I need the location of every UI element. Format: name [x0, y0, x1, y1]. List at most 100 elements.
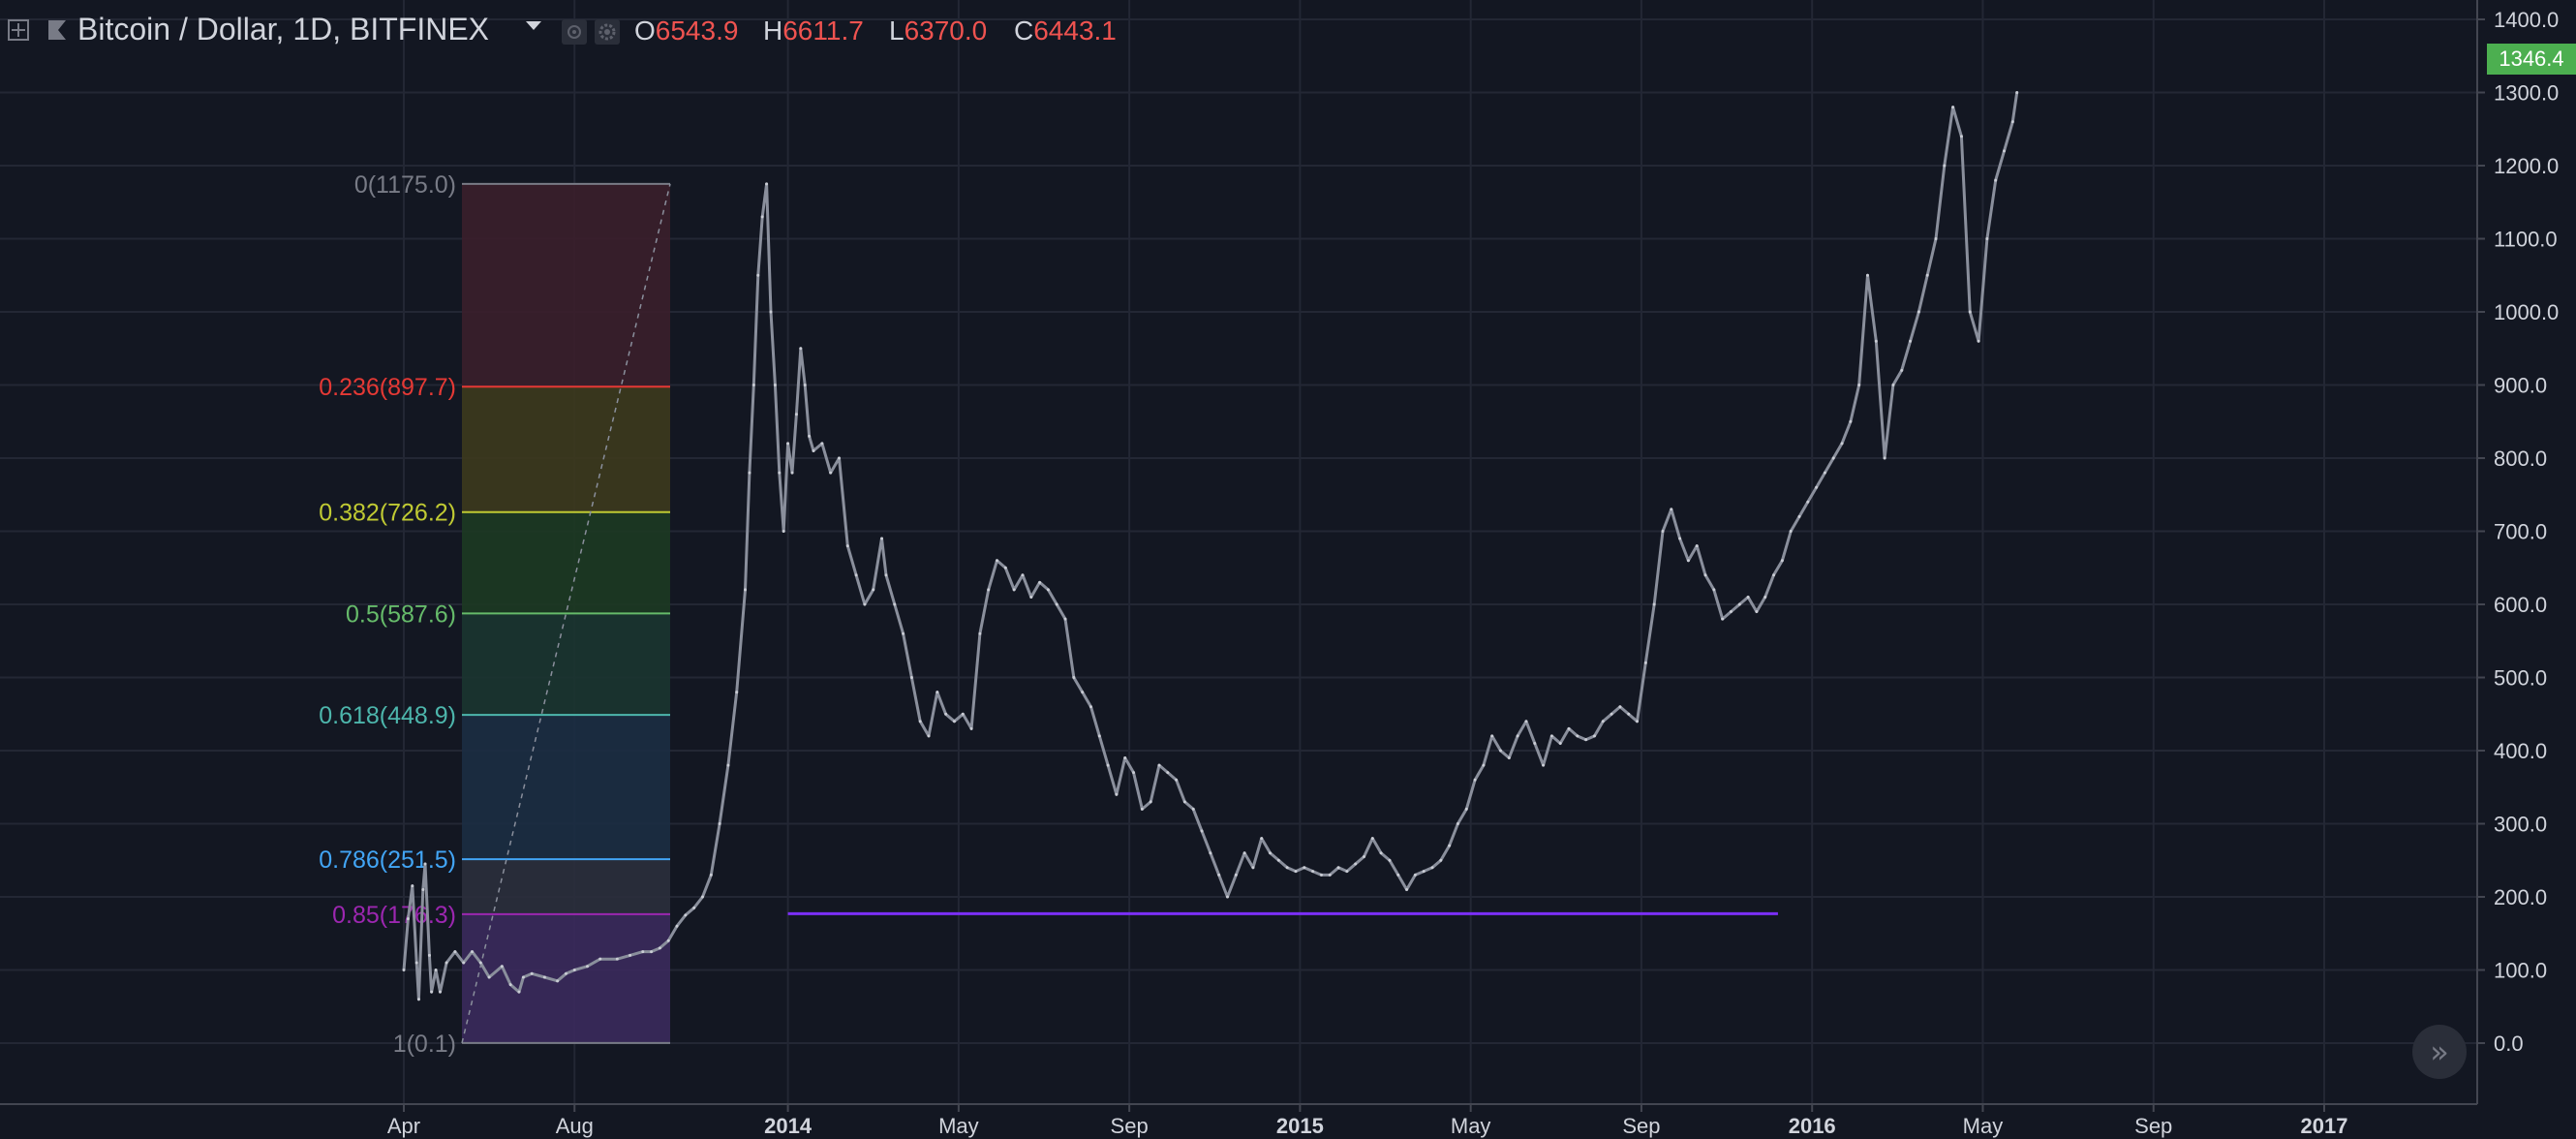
- price-point: [773, 384, 777, 386]
- last-price-tag: 1346.4: [2487, 44, 2576, 75]
- price-axis[interactable]: 1400.0 1300.0 1200.0 1100.0 1000.0 900.0 800.0…: [2476, 0, 2576, 1139]
- scroll-to-realtime-button[interactable]: »: [2412, 1025, 2467, 1079]
- symbol-title[interactable]: Bitcoin / Dollar, 1D, BITFINEX: [77, 12, 490, 46]
- price-point: [1968, 310, 1972, 314]
- price-point: [1055, 602, 1058, 606]
- price-point: [453, 950, 457, 954]
- price-point: [402, 969, 406, 971]
- price-tick-label: 700.0: [2494, 520, 2547, 544]
- price-point: [1242, 851, 1246, 855]
- price-point: [1636, 720, 1640, 723]
- price-point: [1943, 164, 1947, 168]
- price-point: [1430, 866, 1434, 870]
- price-point: [1695, 544, 1699, 548]
- price-point: [1737, 602, 1741, 606]
- price-point: [1840, 442, 1844, 446]
- price-point: [414, 961, 418, 965]
- price-point: [909, 676, 913, 679]
- price-point: [1959, 135, 1963, 139]
- time-tick-label: 2016: [1789, 1114, 1836, 1138]
- price-point: [1285, 866, 1289, 870]
- price-point: [760, 215, 764, 219]
- price-point: [1063, 617, 1067, 621]
- price-point: [1081, 691, 1085, 694]
- price-point: [1379, 851, 1383, 855]
- price-tick-label: 1100.0: [2494, 228, 2558, 252]
- price-point: [794, 413, 798, 416]
- price-point: [1115, 792, 1119, 796]
- flag-icon[interactable]: [45, 17, 70, 43]
- price-point: [1703, 573, 1707, 577]
- time-tick-label: Sep: [1111, 1114, 1149, 1138]
- price-point: [1857, 384, 1861, 386]
- price-point: [944, 712, 948, 716]
- price-tick-label: 1000.0: [2494, 300, 2559, 324]
- eye-icon[interactable]: [562, 19, 587, 45]
- price-point: [1106, 763, 1110, 767]
- price-point: [1678, 537, 1682, 540]
- price-point: [411, 884, 414, 888]
- price-point: [845, 544, 849, 548]
- price-point: [1558, 741, 1562, 745]
- time-tick-label: Aug: [556, 1114, 594, 1138]
- price-point: [1149, 800, 1152, 804]
- fib-zone: [462, 511, 670, 614]
- price-point: [1806, 500, 1810, 504]
- price-point: [2015, 91, 2019, 94]
- price-point: [1874, 339, 1878, 343]
- dropdown-caret-icon[interactable]: [526, 21, 541, 30]
- time-tick-label: 2017: [2301, 1114, 2348, 1138]
- price-point: [1729, 610, 1733, 614]
- price-point: [658, 946, 661, 950]
- price-point: [1977, 339, 1980, 343]
- fibonacci-retracement[interactable]: 0(1175.0) 0.236(897.7) 0.382(726.2) 0.5(587…: [319, 171, 671, 1058]
- ohlc-low: L6370.0: [889, 15, 988, 46]
- price-point: [718, 822, 721, 825]
- price-point: [1319, 873, 1323, 877]
- price-point: [598, 957, 602, 961]
- price-point: [902, 631, 905, 635]
- time-tick-label: May: [938, 1114, 979, 1138]
- price-point: [1029, 595, 1033, 599]
- price-point: [2010, 120, 2014, 124]
- price-point: [684, 913, 688, 917]
- fib-zone: [462, 386, 670, 512]
- price-point: [969, 726, 973, 730]
- price-point: [884, 573, 888, 577]
- price-point: [769, 310, 773, 314]
- price-point: [1345, 870, 1349, 874]
- time-tick-label: Apr: [387, 1114, 420, 1138]
- price-point: [735, 691, 739, 694]
- price-point: [1225, 895, 1229, 899]
- price-point: [1755, 610, 1759, 614]
- price-point: [1891, 384, 1895, 386]
- price-point: [438, 990, 442, 994]
- price-point: [641, 950, 645, 954]
- price-point: [1328, 873, 1332, 877]
- crosshair-icon[interactable]: [6, 17, 31, 43]
- price-tick-label: 100.0: [2494, 959, 2547, 983]
- price-point: [508, 983, 512, 987]
- price-point: [1363, 854, 1365, 858]
- price-point: [1925, 273, 1929, 277]
- price-point: [1157, 763, 1161, 767]
- price-point: [1610, 712, 1613, 716]
- price-point: [1499, 749, 1503, 753]
- price-point: [1643, 661, 1647, 664]
- time-axis[interactable]: Apr Aug 2014 May Sep 2015 May Sep 2016 May Sep 2017: [0, 1103, 2477, 1138]
- gear-icon[interactable]: [595, 19, 620, 45]
- time-tick-label: Sep: [1622, 1114, 1660, 1138]
- price-point: [790, 471, 794, 475]
- price-point: [1542, 763, 1546, 767]
- price-point: [1985, 237, 1989, 240]
- price-point: [952, 720, 956, 723]
- price-point: [1994, 178, 1998, 182]
- price-point: [1269, 851, 1273, 855]
- price-point: [406, 917, 410, 921]
- price-point: [517, 990, 521, 994]
- price-point: [748, 471, 751, 475]
- price-point: [1549, 734, 1553, 738]
- time-tick-label: May: [1963, 1114, 2004, 1138]
- price-point: [812, 448, 815, 452]
